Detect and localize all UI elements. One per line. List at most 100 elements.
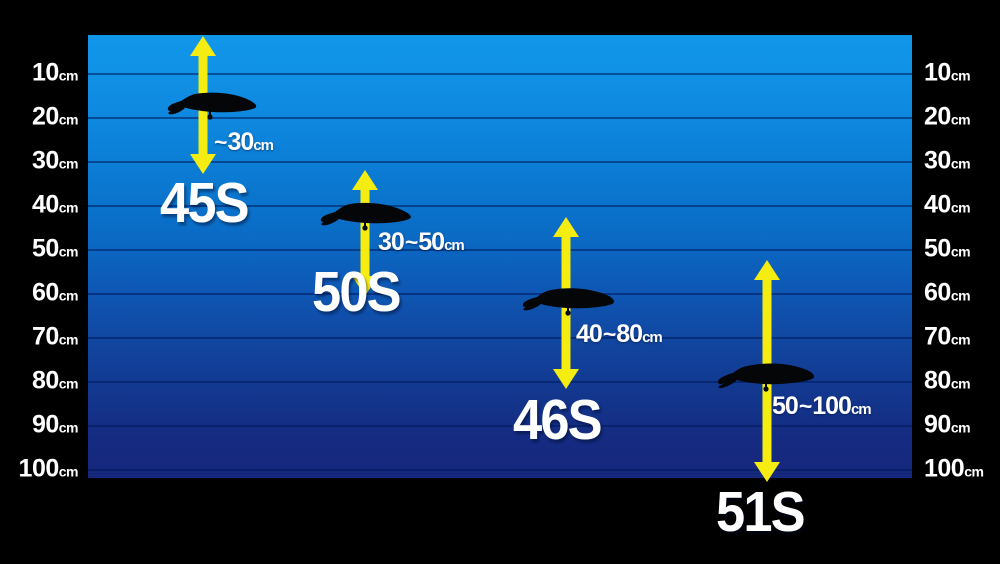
lure-silhouette-51s bbox=[717, 360, 817, 396]
scale-right-tick-50: 50cm bbox=[924, 234, 971, 263]
tick-value: 70 bbox=[31, 322, 59, 351]
tick-value: 100 bbox=[924, 454, 965, 483]
scale-left-tick-60: 60cm bbox=[31, 278, 79, 307]
tick-unit: cm bbox=[950, 155, 971, 172]
tick-value: 80 bbox=[31, 366, 59, 395]
depth-unit: cm bbox=[850, 401, 872, 418]
depth-unit: cm bbox=[253, 137, 274, 154]
depth-min: 50 bbox=[772, 392, 799, 420]
depth-arrow-50s bbox=[344, 170, 386, 296]
tick-unit: cm bbox=[58, 375, 79, 392]
tick-unit: cm bbox=[58, 287, 79, 304]
tick-unit: cm bbox=[58, 331, 79, 348]
gridline-30 bbox=[88, 161, 912, 163]
gridline-60 bbox=[88, 293, 912, 295]
tick-value: 90 bbox=[924, 410, 951, 439]
depth-label-51s: 50~100cm bbox=[772, 392, 872, 420]
scale-left-tick-100: 100cm bbox=[18, 454, 79, 483]
tick-unit: cm bbox=[58, 243, 79, 260]
gridline-70 bbox=[88, 337, 912, 339]
tick-unit: cm bbox=[58, 419, 79, 436]
tick-unit: cm bbox=[58, 111, 79, 128]
tick-value: 100 bbox=[18, 454, 60, 483]
depth-unit: cm bbox=[444, 237, 465, 254]
scale-left-tick-70: 70cm bbox=[31, 322, 79, 351]
depth-label-46s: 40~80cm bbox=[576, 320, 663, 348]
tick-value: 60 bbox=[924, 278, 951, 307]
depth-label-50s: 30~50cm bbox=[378, 228, 465, 256]
tick-unit: cm bbox=[58, 199, 79, 216]
scale-left-tick-30: 30cm bbox=[31, 146, 79, 175]
arrow-head-down-icon bbox=[754, 462, 780, 482]
model-label-45s: 45S bbox=[160, 171, 250, 235]
tick-value: 90 bbox=[31, 410, 59, 439]
scale-right-tick-60: 60cm bbox=[924, 278, 971, 307]
tick-value: 30 bbox=[31, 146, 59, 175]
scale-right-tick-90: 90cm bbox=[924, 410, 971, 439]
tick-value: 10 bbox=[924, 58, 951, 87]
tick-value: 40 bbox=[31, 190, 59, 219]
model-label-50s: 50S bbox=[312, 260, 402, 324]
gridline-20 bbox=[88, 117, 912, 119]
tick-unit: cm bbox=[950, 67, 971, 84]
tick-unit: cm bbox=[964, 463, 984, 480]
arrow-head-down-icon bbox=[553, 369, 579, 389]
scale-right-tick-100: 100cm bbox=[924, 454, 984, 483]
tick-value: 30 bbox=[924, 146, 951, 175]
lure-silhouette-50s bbox=[318, 200, 414, 234]
scale-left-tick-20: 20cm bbox=[31, 102, 79, 131]
depth-min: 40 bbox=[576, 320, 603, 348]
depth-range-separator: ~ bbox=[798, 393, 812, 419]
tick-value: 10 bbox=[31, 58, 59, 87]
arrow-head-up-icon bbox=[754, 260, 780, 280]
tick-unit: cm bbox=[950, 287, 971, 304]
scale-left-tick-90: 90cm bbox=[31, 410, 79, 439]
gridline-50 bbox=[88, 249, 912, 251]
scale-right-tick-70: 70cm bbox=[924, 322, 971, 351]
scale-right-tick-30: 30cm bbox=[924, 146, 971, 175]
depth-max: 30 bbox=[227, 128, 254, 156]
scale-left: 10cm 20cm 30cm 40cm 50cm 60cm 70cm 80cm … bbox=[0, 0, 88, 564]
arrow-head-down-icon bbox=[352, 276, 378, 296]
tick-unit: cm bbox=[950, 111, 971, 128]
arrow-shaft bbox=[360, 188, 370, 278]
scale-right: 10cm 20cm 30cm 40cm 50cm 60cm 70cm 80cm … bbox=[912, 0, 1000, 564]
model-label-51s: 51S bbox=[716, 480, 806, 544]
gridline-100 bbox=[88, 469, 912, 471]
tick-unit: cm bbox=[950, 375, 971, 392]
scale-right-tick-20: 20cm bbox=[924, 104, 971, 130]
scale-right-tick-40: 40cm bbox=[924, 190, 971, 219]
arrow-head-down-icon bbox=[190, 154, 216, 174]
gridline-80 bbox=[88, 381, 912, 383]
scale-left-tick-80: 80cm bbox=[31, 366, 79, 395]
tick-unit: cm bbox=[950, 243, 971, 260]
arrow-head-up-icon bbox=[352, 170, 378, 190]
tick-unit: cm bbox=[950, 199, 971, 216]
scale-left-tick-50: 50cm bbox=[31, 234, 79, 263]
tick-value: 50 bbox=[924, 234, 951, 263]
tick-value: 40 bbox=[924, 190, 951, 219]
depth-max: 50 bbox=[418, 228, 445, 256]
depth-min: 30 bbox=[378, 228, 405, 256]
scale-right-tick-80: 80cm bbox=[924, 366, 971, 395]
tick-unit: cm bbox=[950, 331, 971, 348]
scale-left-tick-40: 40cm bbox=[31, 190, 79, 219]
tick-unit: cm bbox=[58, 155, 79, 172]
lure-silhouette-46s bbox=[521, 285, 617, 319]
tick-value: 70 bbox=[924, 322, 951, 351]
gridline-10 bbox=[88, 73, 912, 75]
tick-value: 60 bbox=[31, 278, 59, 307]
depth-range-separator: ~ bbox=[602, 321, 616, 347]
tick-value: 20 bbox=[31, 102, 59, 131]
tick-value: 50 bbox=[31, 234, 59, 263]
arrow-head-up-icon bbox=[553, 217, 579, 237]
tick-unit: cm bbox=[58, 67, 79, 84]
depth-max: 100 bbox=[812, 392, 852, 420]
arrow-head-up-icon bbox=[190, 36, 216, 56]
depth-prefix: ~ bbox=[214, 129, 227, 155]
scale-right-tick-10: 10cm bbox=[924, 58, 971, 87]
depth-label-45s: ~30cm bbox=[213, 128, 274, 156]
tick-value: 80 bbox=[924, 366, 951, 395]
model-label-46s: 46S bbox=[513, 388, 603, 452]
depth-range-separator: ~ bbox=[404, 229, 418, 255]
